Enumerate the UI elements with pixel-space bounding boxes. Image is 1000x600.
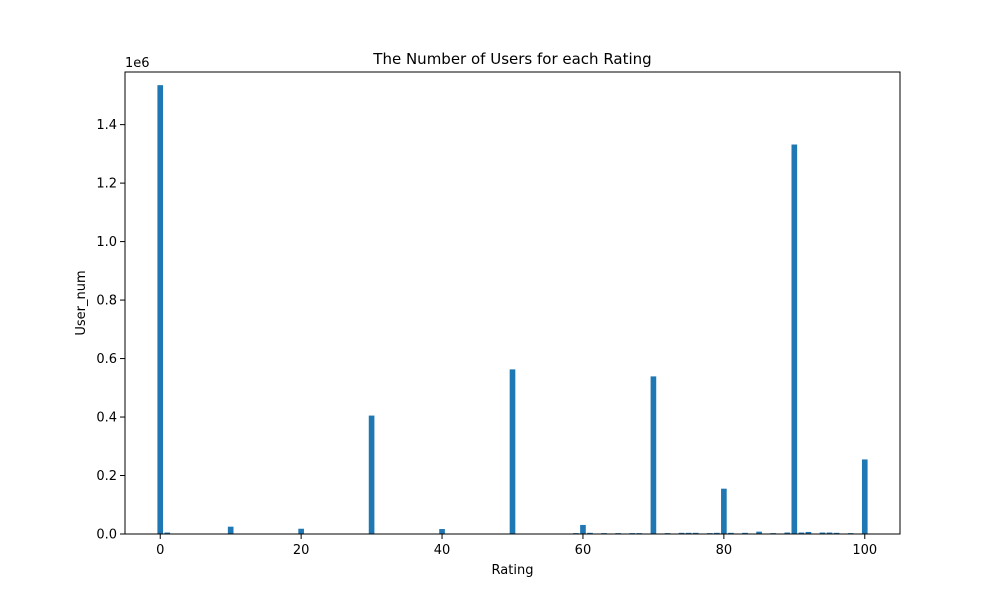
y-tick-label: 1.4 [96,118,117,133]
bar-rating-95 [826,532,833,534]
x-tick-label: 80 [716,543,733,558]
bar-rating-61 [587,532,593,534]
y-tick-label: 0.0 [96,528,117,543]
x-tick-label: 0 [156,543,164,558]
x-tick-label: 20 [293,543,310,558]
x-tick-label: 100 [852,543,877,558]
bar-rating-79 [714,532,720,534]
bar-rating-81 [728,532,734,534]
x-tick-label: 40 [434,543,451,558]
bar-rating-0 [157,85,164,534]
y-tick-label: 0.2 [96,469,117,484]
bar-rating-40 [439,529,445,534]
bar-rating-1 [164,532,171,534]
bars-group [157,85,868,534]
y-tick-label: 1.2 [96,177,117,192]
bar-rating-60 [580,524,586,534]
bar-rating-90 [791,144,798,534]
bar-rating-75 [685,532,692,534]
y-axis-label: User_num [74,270,89,335]
y-offset-label: 1e6 [125,56,150,71]
bar-rating-94 [819,532,826,534]
chart-title: The Number of Users for each Rating [372,50,651,68]
bar-rating-20 [298,528,304,534]
x-axis-ticks: 0 20 40 60 80 100 [156,534,877,558]
y-tick-label: 0.4 [96,411,117,426]
y-tick-label: 1.0 [96,235,117,250]
bar-rating-92 [805,531,812,534]
bar-rating-89 [784,532,791,534]
bar-rating-83 [742,532,748,534]
plot-frame [124,71,901,535]
bar-rating-85 [756,531,762,534]
y-tick-label: 0.8 [96,294,117,309]
x-tick-label: 60 [575,543,592,558]
bar-rating-10 [227,526,234,534]
bar-rating-74 [678,532,685,534]
bar-rating-76 [692,532,699,534]
bar-rating-80 [721,488,727,534]
x-axis-label: Rating [492,563,534,578]
bar-rating-100 [861,459,868,534]
bar-rating-70 [650,376,657,534]
y-axis-ticks: 0.0 0.2 0.4 0.6 0.8 1.0 1.2 1.4 [96,118,125,543]
bar-rating-30 [368,415,375,534]
bar-rating-96 [833,532,840,534]
y-tick-label: 0.6 [96,352,117,367]
bar-rating-91 [798,532,805,534]
bar-rating-50 [509,369,516,534]
